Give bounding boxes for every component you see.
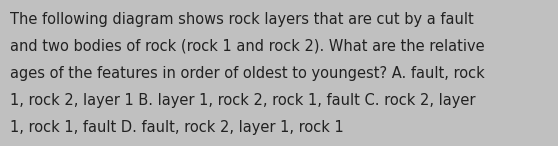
Text: 1, rock 1, fault D. fault, rock 2, layer 1, rock 1: 1, rock 1, fault D. fault, rock 2, layer… (10, 120, 344, 135)
Text: ages of the features in order of oldest to youngest? A. fault, rock: ages of the features in order of oldest … (10, 66, 485, 81)
Text: and two bodies of rock (rock 1 and rock 2). What are the relative: and two bodies of rock (rock 1 and rock … (10, 39, 485, 54)
Text: 1, rock 2, layer 1 B. layer 1, rock 2, rock 1, fault C. rock 2, layer: 1, rock 2, layer 1 B. layer 1, rock 2, r… (10, 93, 475, 108)
Text: The following diagram shows rock layers that are cut by a fault: The following diagram shows rock layers … (10, 12, 474, 27)
